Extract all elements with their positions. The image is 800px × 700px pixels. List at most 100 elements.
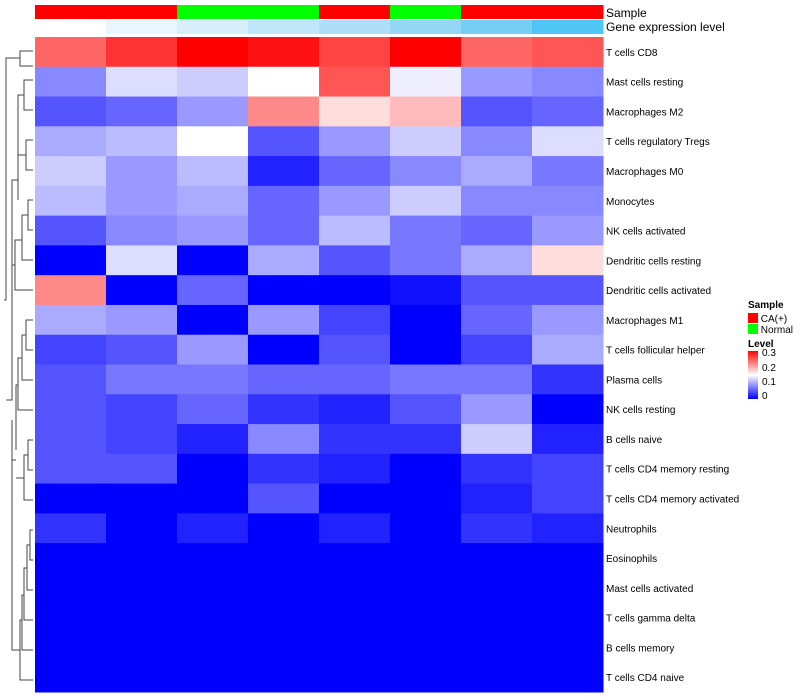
heatmap-cell (248, 572, 320, 604)
row-label: Macrophages M2 (606, 107, 684, 118)
legend-colorbar (748, 351, 758, 399)
heatmap-cell (532, 543, 604, 574)
heatmap-cell (106, 185, 178, 217)
row-label: Neutrophils (606, 524, 657, 535)
heatmap-cell (106, 156, 178, 187)
expression-annotation-label: Gene expression level (606, 20, 725, 34)
heatmap-cell (319, 483, 391, 514)
legend-item-ca: CA(+) (748, 313, 787, 325)
heatmap-cell (319, 334, 391, 365)
heatmap-cell (532, 602, 604, 633)
heatmap-cell (390, 424, 462, 455)
sample-annotation-cell (35, 5, 107, 19)
heatmap-cell (106, 245, 178, 276)
heatmap-cell (35, 543, 107, 574)
expression-annotation-cell (35, 20, 107, 34)
expression-annotation-cell (248, 20, 320, 34)
heatmap-cell (248, 394, 320, 425)
heatmap-cell (248, 66, 320, 98)
heatmap-cell (319, 215, 391, 246)
heatmap-cell (177, 662, 249, 693)
heatmap-cell (177, 364, 249, 395)
heatmap-cell (248, 126, 320, 157)
heatmap-cell (319, 126, 391, 157)
heatmap-cell (461, 126, 533, 157)
heatmap-cell (319, 453, 391, 485)
heatmap-cell (106, 96, 178, 127)
sample-annotation-cell (106, 5, 178, 19)
heatmap-cell (35, 156, 107, 187)
heatmap-cell (35, 96, 107, 127)
heatmap-cell (461, 66, 533, 98)
heatmap-cell (248, 543, 320, 574)
heatmap-cell (532, 66, 604, 98)
heatmap-cell (319, 185, 391, 217)
heatmap-cell (177, 453, 249, 485)
heatmap-cell (532, 662, 604, 693)
heatmap-cell (35, 424, 107, 455)
heatmap-cell (248, 453, 320, 485)
heatmap-cell (177, 424, 249, 455)
heatmap-cell (390, 364, 462, 395)
row-label: Macrophages M0 (606, 167, 684, 178)
heatmap-cell (177, 96, 249, 127)
heatmap-cell (35, 304, 107, 336)
row-labels: T cells CD8 Mast cells resting Macrophages… (606, 48, 739, 684)
heatmap-cell (35, 572, 107, 604)
heatmap-cell (390, 394, 462, 425)
heatmap-cell (390, 632, 462, 663)
sample-annotation-cell (390, 5, 462, 19)
expression-annotation-cell (461, 20, 533, 34)
heatmap-cell (532, 37, 604, 68)
heatmap-cell (35, 483, 107, 514)
row-label: Dendritic cells resting (606, 256, 701, 267)
heatmap-cell (390, 96, 462, 127)
heatmap-cell (35, 245, 107, 276)
heatmap-cell (532, 334, 604, 365)
heatmap-cell (35, 215, 107, 246)
heatmap-cell (35, 185, 107, 217)
heatmap-cell (390, 662, 462, 693)
heatmap-cell (319, 245, 391, 276)
heatmap-cell (248, 245, 320, 276)
heatmap-cell (248, 215, 320, 246)
heatmap-cell (177, 543, 249, 574)
heatmap-cell (106, 513, 178, 544)
heatmap-cell (319, 96, 391, 127)
legend-label-normal: Normal (760, 325, 794, 336)
row-label: Mast cells resting (606, 78, 683, 89)
heatmap-cell (390, 304, 462, 336)
heatmap-cell (532, 364, 604, 395)
heatmap-cell (106, 453, 178, 485)
heatmap-cell (461, 543, 533, 574)
heatmap-cell (461, 602, 533, 633)
heatmap-cell (35, 513, 107, 544)
heatmap-cell (532, 394, 604, 425)
sample-annotation-cell (532, 5, 604, 19)
heatmap-cell (319, 37, 391, 68)
heatmap-cell (106, 424, 178, 455)
heatmap-cell (461, 275, 533, 306)
heatmap-cell (177, 245, 249, 276)
heatmap-cell (461, 572, 533, 604)
heatmap-cell (177, 185, 249, 217)
expression-annotation-cell (177, 20, 249, 34)
heatmap-cell (177, 483, 249, 514)
row-label: Monocytes (606, 197, 654, 208)
heatmap-cell (106, 126, 178, 157)
heatmap-cell (461, 304, 533, 336)
heatmap-cell (319, 572, 391, 604)
row-label: T cells gamma delta (606, 614, 696, 625)
row-label: NK cells activated (606, 227, 685, 238)
heatmap-cell (248, 37, 320, 68)
heatmap-cell (461, 632, 533, 663)
heatmap-cell (106, 66, 178, 98)
legend-label-ca: CA(+) (760, 314, 788, 325)
row-label: Dendritic cells activated (606, 286, 711, 297)
heatmap-cell (248, 96, 320, 127)
row-label: T cells CD4 naive (606, 673, 685, 684)
heatmap-cell (319, 632, 391, 663)
heatmap-cell (106, 275, 178, 306)
heatmap-cell (106, 662, 178, 693)
heatmap-cell (248, 185, 320, 217)
